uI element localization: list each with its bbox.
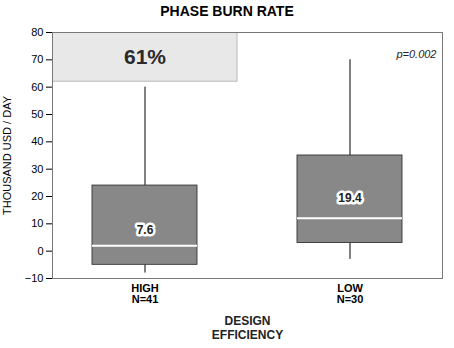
svg-text:THOUSAND USD / DAY: THOUSAND USD / DAY bbox=[1, 95, 13, 215]
svg-text:HIGHN=41: HIGHN=41 bbox=[131, 282, 159, 305]
svg-text:40: 40 bbox=[31, 135, 43, 147]
svg-text:DESIGNEFFICIENCY: DESIGNEFFICIENCY bbox=[212, 314, 283, 342]
svg-text:30: 30 bbox=[31, 163, 43, 175]
svg-text:p=0.002: p=0.002 bbox=[395, 48, 436, 60]
svg-text:80: 80 bbox=[31, 26, 43, 38]
svg-text:50: 50 bbox=[31, 108, 43, 120]
svg-text:60: 60 bbox=[31, 81, 43, 93]
svg-text:19.4: 19.4 bbox=[338, 191, 362, 205]
svg-text:10: 10 bbox=[31, 217, 43, 229]
svg-text:−10: −10 bbox=[25, 272, 44, 284]
svg-text:LOWN=30: LOWN=30 bbox=[337, 282, 364, 305]
svg-text:61%: 61% bbox=[124, 45, 166, 68]
svg-text:20: 20 bbox=[31, 190, 43, 202]
svg-text:7.6: 7.6 bbox=[137, 223, 154, 237]
svg-text:70: 70 bbox=[31, 53, 43, 65]
svg-text:0: 0 bbox=[37, 245, 43, 257]
html-text:PHASE BURN RATE: PHASE BURN RATE bbox=[160, 3, 294, 19]
